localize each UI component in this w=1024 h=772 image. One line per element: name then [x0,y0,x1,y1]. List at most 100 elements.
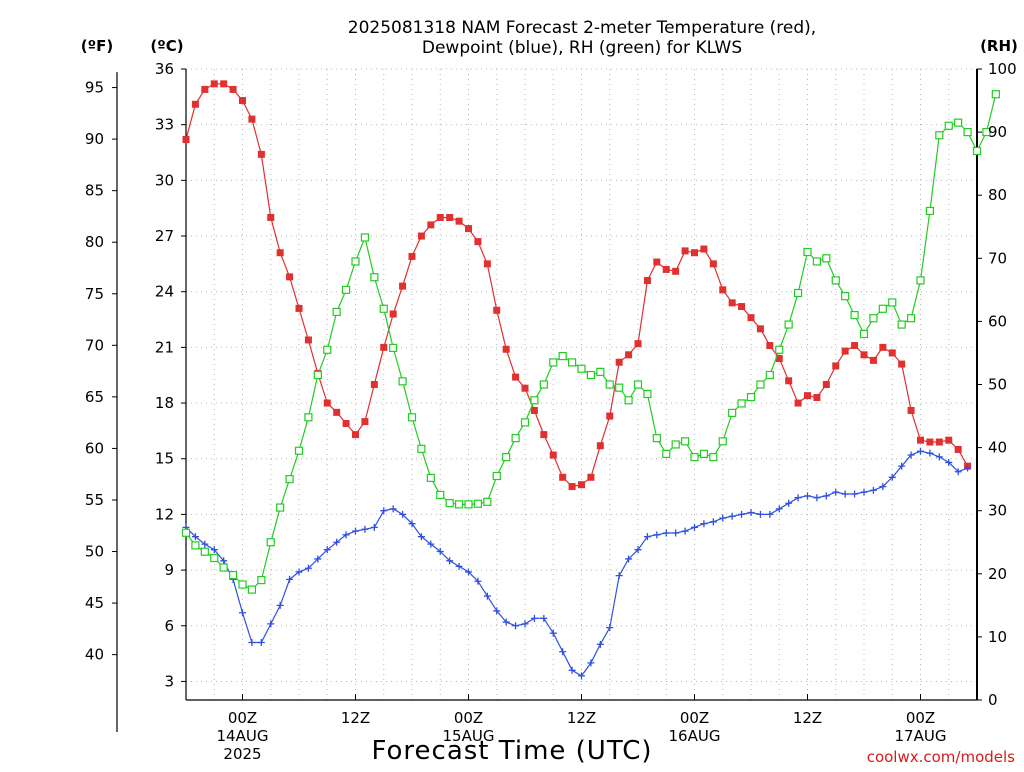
temperature-point [851,342,859,350]
rh-point [323,345,332,354]
dewpoint-point [851,490,859,498]
temperature-point [257,150,265,158]
dewpoint-point [465,568,472,576]
temperature-point [389,310,397,318]
temperature-point [719,286,727,294]
x-axis-label: Forecast Time (UTC) [371,736,652,766]
dewpoint-point [879,483,887,491]
x-tick-label: 2025 [223,745,261,763]
rh-tick-label: 70 [988,249,1007,267]
fahrenheit-tick-label: 85 [85,182,104,200]
rh-point [699,449,709,459]
dewpoint-point [926,449,934,457]
rh-point [680,437,690,446]
rh-point [906,314,916,323]
rh-point [671,440,680,449]
dewpoint-point [907,451,915,459]
dewpoint-point [342,531,350,539]
rh-point [191,541,200,550]
dewpoint-point [700,520,708,528]
dewpoint-point [276,601,284,609]
rh-tick-label: 100 [988,60,1017,78]
temperature-point [785,377,793,385]
dewpoint-point [333,538,341,546]
dewpoint-point [304,564,312,572]
temperature-point [615,358,623,366]
dewpoint-point [888,473,896,481]
dewpoint-point [747,509,755,517]
dewpoint-point [681,527,689,535]
rh-point [615,383,624,392]
rh-point [718,437,727,446]
x-tick-label: 12Z [341,709,370,727]
dewpoint-point [634,546,642,554]
celsius-tick-label: 6 [164,617,174,635]
dewpoint-point [220,557,228,565]
temperature-point [191,100,199,108]
rh-point [360,233,370,242]
rh-point [624,396,633,405]
temperature-point [747,314,755,322]
temperature-point [436,213,444,221]
fahrenheit-tick-label: 75 [85,285,104,303]
temperature-point [672,267,680,275]
rh-point [219,563,228,572]
temperature-point [691,249,698,257]
dewpoint-point [380,507,388,515]
temperature-point [898,360,906,368]
temperature-point [945,436,953,444]
temperature-point [521,384,529,392]
dewpoint-point [267,620,275,628]
celsius-tick-label: 15 [155,450,174,468]
dewpoint-point [822,492,830,500]
celsius-tick-label: 30 [155,171,174,189]
temperature-point [935,438,943,446]
rh-tick-label: 30 [988,502,1007,520]
dewpoint-point [408,520,416,528]
dewpoint-point [530,614,538,622]
dewpoint-point [239,609,246,617]
dewpoint-point [643,533,651,541]
rh-point [963,128,972,137]
dewpoint-point [653,531,661,539]
fahrenheit-tick-label: 65 [85,388,104,406]
dewpoint-point [512,622,520,630]
rh-point [972,146,982,156]
rh-point [426,473,435,482]
temperature-point [540,431,548,439]
x-tick-label: 17AUG [895,727,947,745]
dewpoint-point [417,533,425,541]
rh-point [407,413,417,422]
celsius-tick-label: 36 [155,60,174,78]
fahrenheit-tick-label: 95 [85,79,104,97]
dewpoint-point [662,529,670,537]
celsius-tick-label: 21 [155,338,174,356]
rh-tick-label: 0 [988,691,998,709]
rh-point [765,370,774,380]
rh-point [869,314,878,323]
rh-point [803,247,812,257]
rh-point [539,380,548,389]
rh-point [200,547,209,556]
temperature-point [182,136,190,144]
temperature-point [342,419,350,427]
dewpoint-point [352,527,359,535]
rh-point [351,257,360,266]
rh-point [596,367,605,376]
rh-point [341,285,351,294]
dewpoint-point [954,468,962,476]
temperature-point [370,381,378,388]
temperature-point [662,265,670,273]
dewpoint-point [436,548,444,556]
rh-point [709,452,718,462]
celsius-tick-label: 27 [155,227,174,245]
temperature-point [559,473,567,481]
temperature-line [185,83,969,488]
temperature-point [578,481,585,489]
dewpoint-point [596,640,604,648]
rh-point [916,276,925,285]
rh-point [841,292,850,301]
temperature-point [502,345,510,353]
